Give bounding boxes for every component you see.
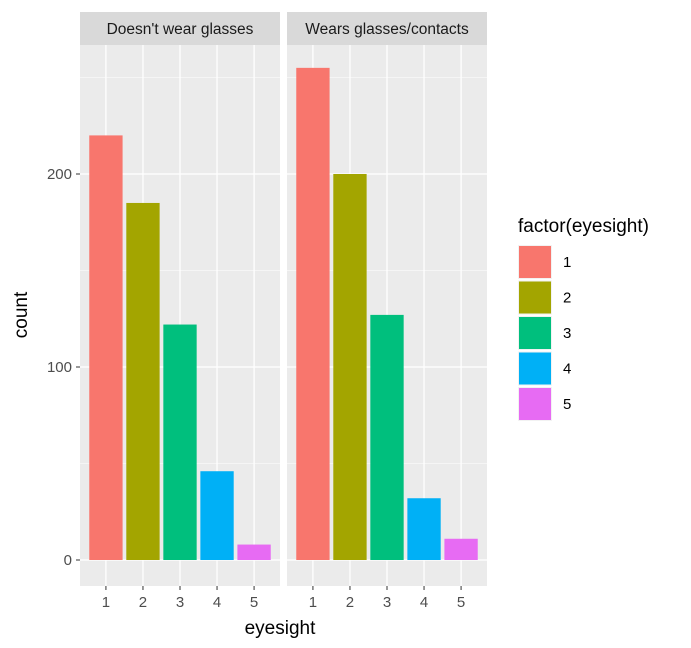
facet-panel: Doesn't wear glasses 1 2 3 4 5 bbox=[80, 12, 280, 611]
bar bbox=[370, 314, 404, 560]
y-tick-label: 200 bbox=[47, 166, 72, 183]
x-tick-label: 5 bbox=[457, 594, 465, 611]
y-axis: 0 100 200 bbox=[47, 166, 80, 569]
y-tick-label: 0 bbox=[64, 552, 72, 569]
bar bbox=[163, 324, 197, 560]
bar bbox=[126, 202, 160, 560]
x-tick-label: 2 bbox=[346, 594, 354, 611]
legend: factor(eyesight) 1 2 3 4 5 bbox=[518, 216, 649, 421]
legend-item: 2 bbox=[518, 280, 571, 315]
legend-item: 5 bbox=[518, 387, 571, 421]
facet-strip-label: Wears glasses/contacts bbox=[305, 21, 469, 38]
legend-swatch bbox=[519, 246, 551, 278]
legend-label: 4 bbox=[563, 361, 571, 378]
legend-swatch bbox=[519, 317, 551, 349]
bar bbox=[296, 67, 330, 560]
bar bbox=[444, 538, 478, 560]
x-tick-label: 2 bbox=[139, 594, 147, 611]
x-tick-label: 1 bbox=[102, 594, 110, 611]
legend-swatch bbox=[519, 388, 551, 420]
legend-label: 1 bbox=[563, 254, 571, 271]
legend-swatch bbox=[519, 352, 551, 385]
legend-item: 3 bbox=[518, 316, 571, 350]
legend-swatch bbox=[519, 281, 551, 314]
x-tick-label: 3 bbox=[383, 594, 391, 611]
legend-label: 2 bbox=[563, 290, 571, 307]
bar bbox=[333, 174, 367, 560]
x-tick-label: 3 bbox=[176, 594, 184, 611]
facet-strip bbox=[80, 12, 280, 45]
facet-panel: Wears glasses/contacts 1 2 3 4 5 bbox=[287, 12, 487, 611]
y-axis-title: count bbox=[11, 291, 32, 338]
bar bbox=[407, 498, 441, 560]
bar bbox=[200, 471, 234, 560]
legend-label: 3 bbox=[563, 325, 571, 342]
x-tick-label: 4 bbox=[420, 594, 428, 611]
legend-entries: 1 2 3 4 5 bbox=[518, 245, 571, 421]
facet-strip bbox=[287, 12, 487, 45]
x-tick-label: 1 bbox=[309, 594, 317, 611]
x-tick-label: 4 bbox=[213, 594, 221, 611]
legend-label: 5 bbox=[563, 396, 571, 413]
bar bbox=[237, 544, 271, 560]
legend-title: factor(eyesight) bbox=[518, 216, 649, 237]
x-axis-title: eyesight bbox=[245, 618, 316, 639]
legend-item: 1 bbox=[518, 245, 571, 279]
legend-item: 4 bbox=[518, 351, 571, 386]
bar bbox=[89, 135, 123, 560]
y-tick-label: 100 bbox=[47, 359, 72, 376]
x-tick-label: 5 bbox=[250, 594, 258, 611]
facet-strip-label: Doesn't wear glasses bbox=[107, 21, 254, 38]
